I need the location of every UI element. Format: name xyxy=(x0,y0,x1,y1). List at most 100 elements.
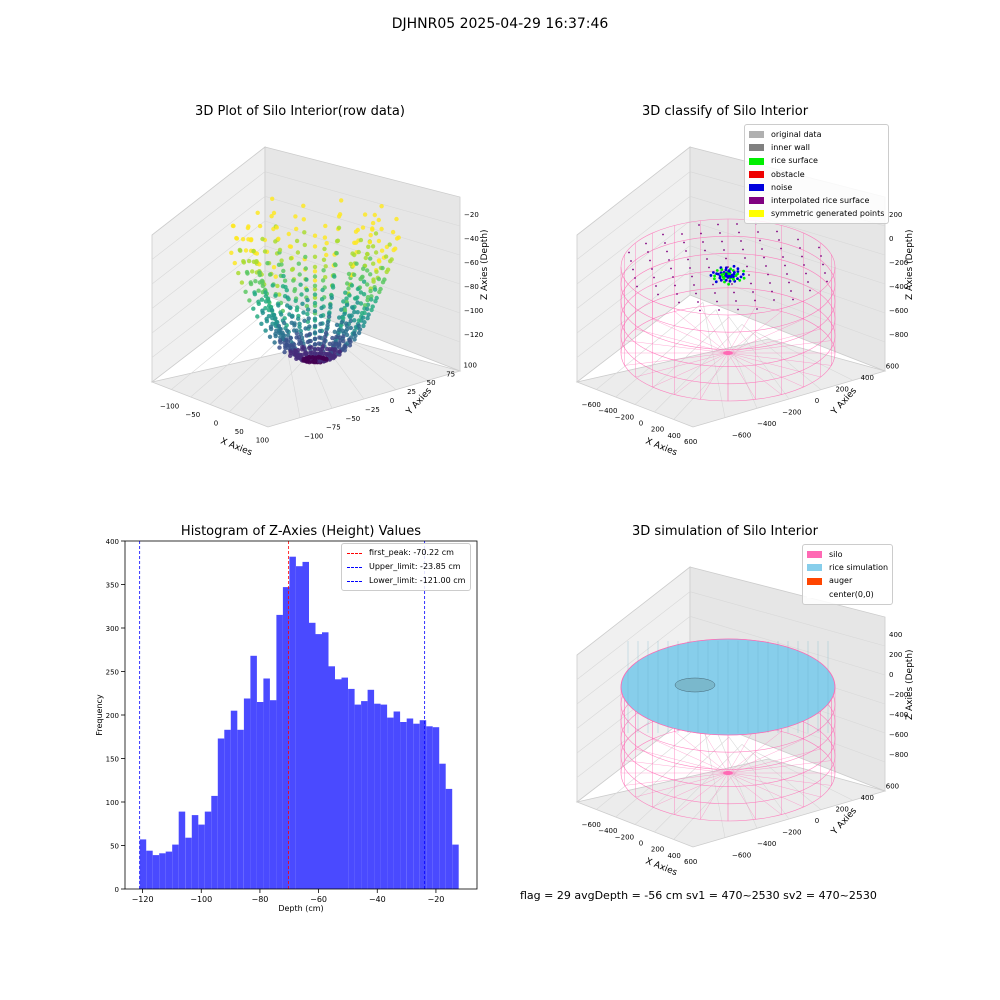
data-point xyxy=(393,246,398,251)
data-point xyxy=(277,292,282,297)
hist-bar xyxy=(256,702,264,889)
data-point xyxy=(322,338,327,343)
z-tick-label: −40 xyxy=(464,235,479,243)
data-point xyxy=(377,259,382,264)
data-point xyxy=(370,244,376,249)
data-point xyxy=(343,290,348,295)
hist-tick-labels: −120 −100 −80 −60 −40 −20 0 50 100 150 200 250 300 35… xyxy=(106,538,445,904)
hist-bar xyxy=(178,811,186,889)
data-point xyxy=(230,223,236,228)
data-point xyxy=(389,257,394,262)
data-point xyxy=(379,248,385,253)
classified-point xyxy=(713,274,716,278)
data-point xyxy=(342,311,347,317)
interpolated-point xyxy=(826,280,828,283)
interpolated-point xyxy=(651,268,653,270)
raw-x-axis-label: X Axies xyxy=(219,437,254,459)
hist-bar xyxy=(230,710,238,889)
classify-legend-label: noise xyxy=(771,182,793,192)
hist-bar xyxy=(335,679,342,889)
data-point xyxy=(312,342,318,347)
data-point xyxy=(335,238,341,243)
data-point xyxy=(323,275,328,280)
silo-floor-spoke xyxy=(624,760,729,774)
interpolated-point xyxy=(670,267,672,270)
x-tick-label: −400 xyxy=(598,407,617,415)
y-tick-label: 0 xyxy=(115,886,119,894)
hist-bar xyxy=(302,561,309,889)
data-point xyxy=(259,321,264,326)
gridline xyxy=(264,171,461,227)
data-point xyxy=(268,324,274,329)
data-point xyxy=(305,319,311,324)
gridline xyxy=(689,245,886,314)
silo-floor-spoke xyxy=(635,328,729,354)
data-point xyxy=(280,330,285,336)
silo-floor-spoke xyxy=(727,352,832,366)
data-point xyxy=(346,286,351,291)
hist-bar xyxy=(204,811,212,889)
interpolated-point xyxy=(708,266,710,269)
sim-legend-label: center(0,0) xyxy=(829,589,874,599)
data-point xyxy=(347,313,352,318)
data-point xyxy=(340,328,346,334)
data-point xyxy=(301,346,306,351)
data-point xyxy=(312,274,318,279)
hist-legend-label: Lower_limit: -121.00 cm xyxy=(369,576,466,585)
data-point xyxy=(321,268,326,273)
data-point xyxy=(288,343,293,348)
data-point xyxy=(332,329,337,334)
hist-bar xyxy=(172,844,179,889)
data-point xyxy=(282,320,287,326)
data-point xyxy=(279,262,284,267)
data-point xyxy=(275,320,280,325)
data-point xyxy=(341,334,346,339)
data-point xyxy=(285,328,290,334)
silo-floor-spoke xyxy=(727,352,782,395)
data-point xyxy=(304,351,309,356)
silo-floor-spoke xyxy=(727,731,782,774)
interpolated-point xyxy=(700,232,702,235)
data-point xyxy=(267,272,273,277)
data-point xyxy=(332,274,337,279)
data-point xyxy=(350,305,355,310)
data-point xyxy=(245,225,251,231)
interpolated-point xyxy=(792,298,794,301)
interpolated-point xyxy=(752,291,754,293)
hist-legend-item: Lower_limit: -121.00 cm xyxy=(347,574,465,588)
data-point xyxy=(251,248,256,254)
gridline xyxy=(615,309,717,398)
data-point xyxy=(296,334,301,340)
data-point xyxy=(350,251,355,256)
data-point xyxy=(267,334,273,339)
data-point xyxy=(312,300,318,306)
data-point xyxy=(241,259,246,264)
interpolated-point xyxy=(759,239,761,242)
data-point xyxy=(358,276,363,282)
data-point xyxy=(292,321,297,326)
data-point xyxy=(244,269,250,275)
data-point xyxy=(355,310,360,315)
classify-legend-item: inner wall xyxy=(749,141,884,154)
interpolated-point xyxy=(647,251,649,253)
data-point xyxy=(264,316,269,322)
classify-z-axis-label: Z Axies (Depth) xyxy=(905,229,915,300)
data-point xyxy=(358,290,364,295)
data-point xyxy=(298,340,304,346)
interpolated-point xyxy=(731,283,733,285)
hist-bar xyxy=(165,851,173,889)
hist-bar xyxy=(354,704,362,889)
classified-point xyxy=(736,270,740,273)
data-point xyxy=(365,252,370,257)
data-point xyxy=(366,244,371,249)
x-tick-label: −600 xyxy=(582,821,601,829)
classified-point xyxy=(712,271,715,274)
silo-floor-spoke xyxy=(674,311,729,354)
gridline xyxy=(754,751,854,801)
hist-bar xyxy=(282,587,290,889)
surface-depression xyxy=(674,677,716,693)
interpolated-point xyxy=(773,299,775,301)
silo-floor-spoke xyxy=(700,772,729,820)
data-point xyxy=(330,335,335,341)
y-tick-label: 150 xyxy=(106,756,119,764)
